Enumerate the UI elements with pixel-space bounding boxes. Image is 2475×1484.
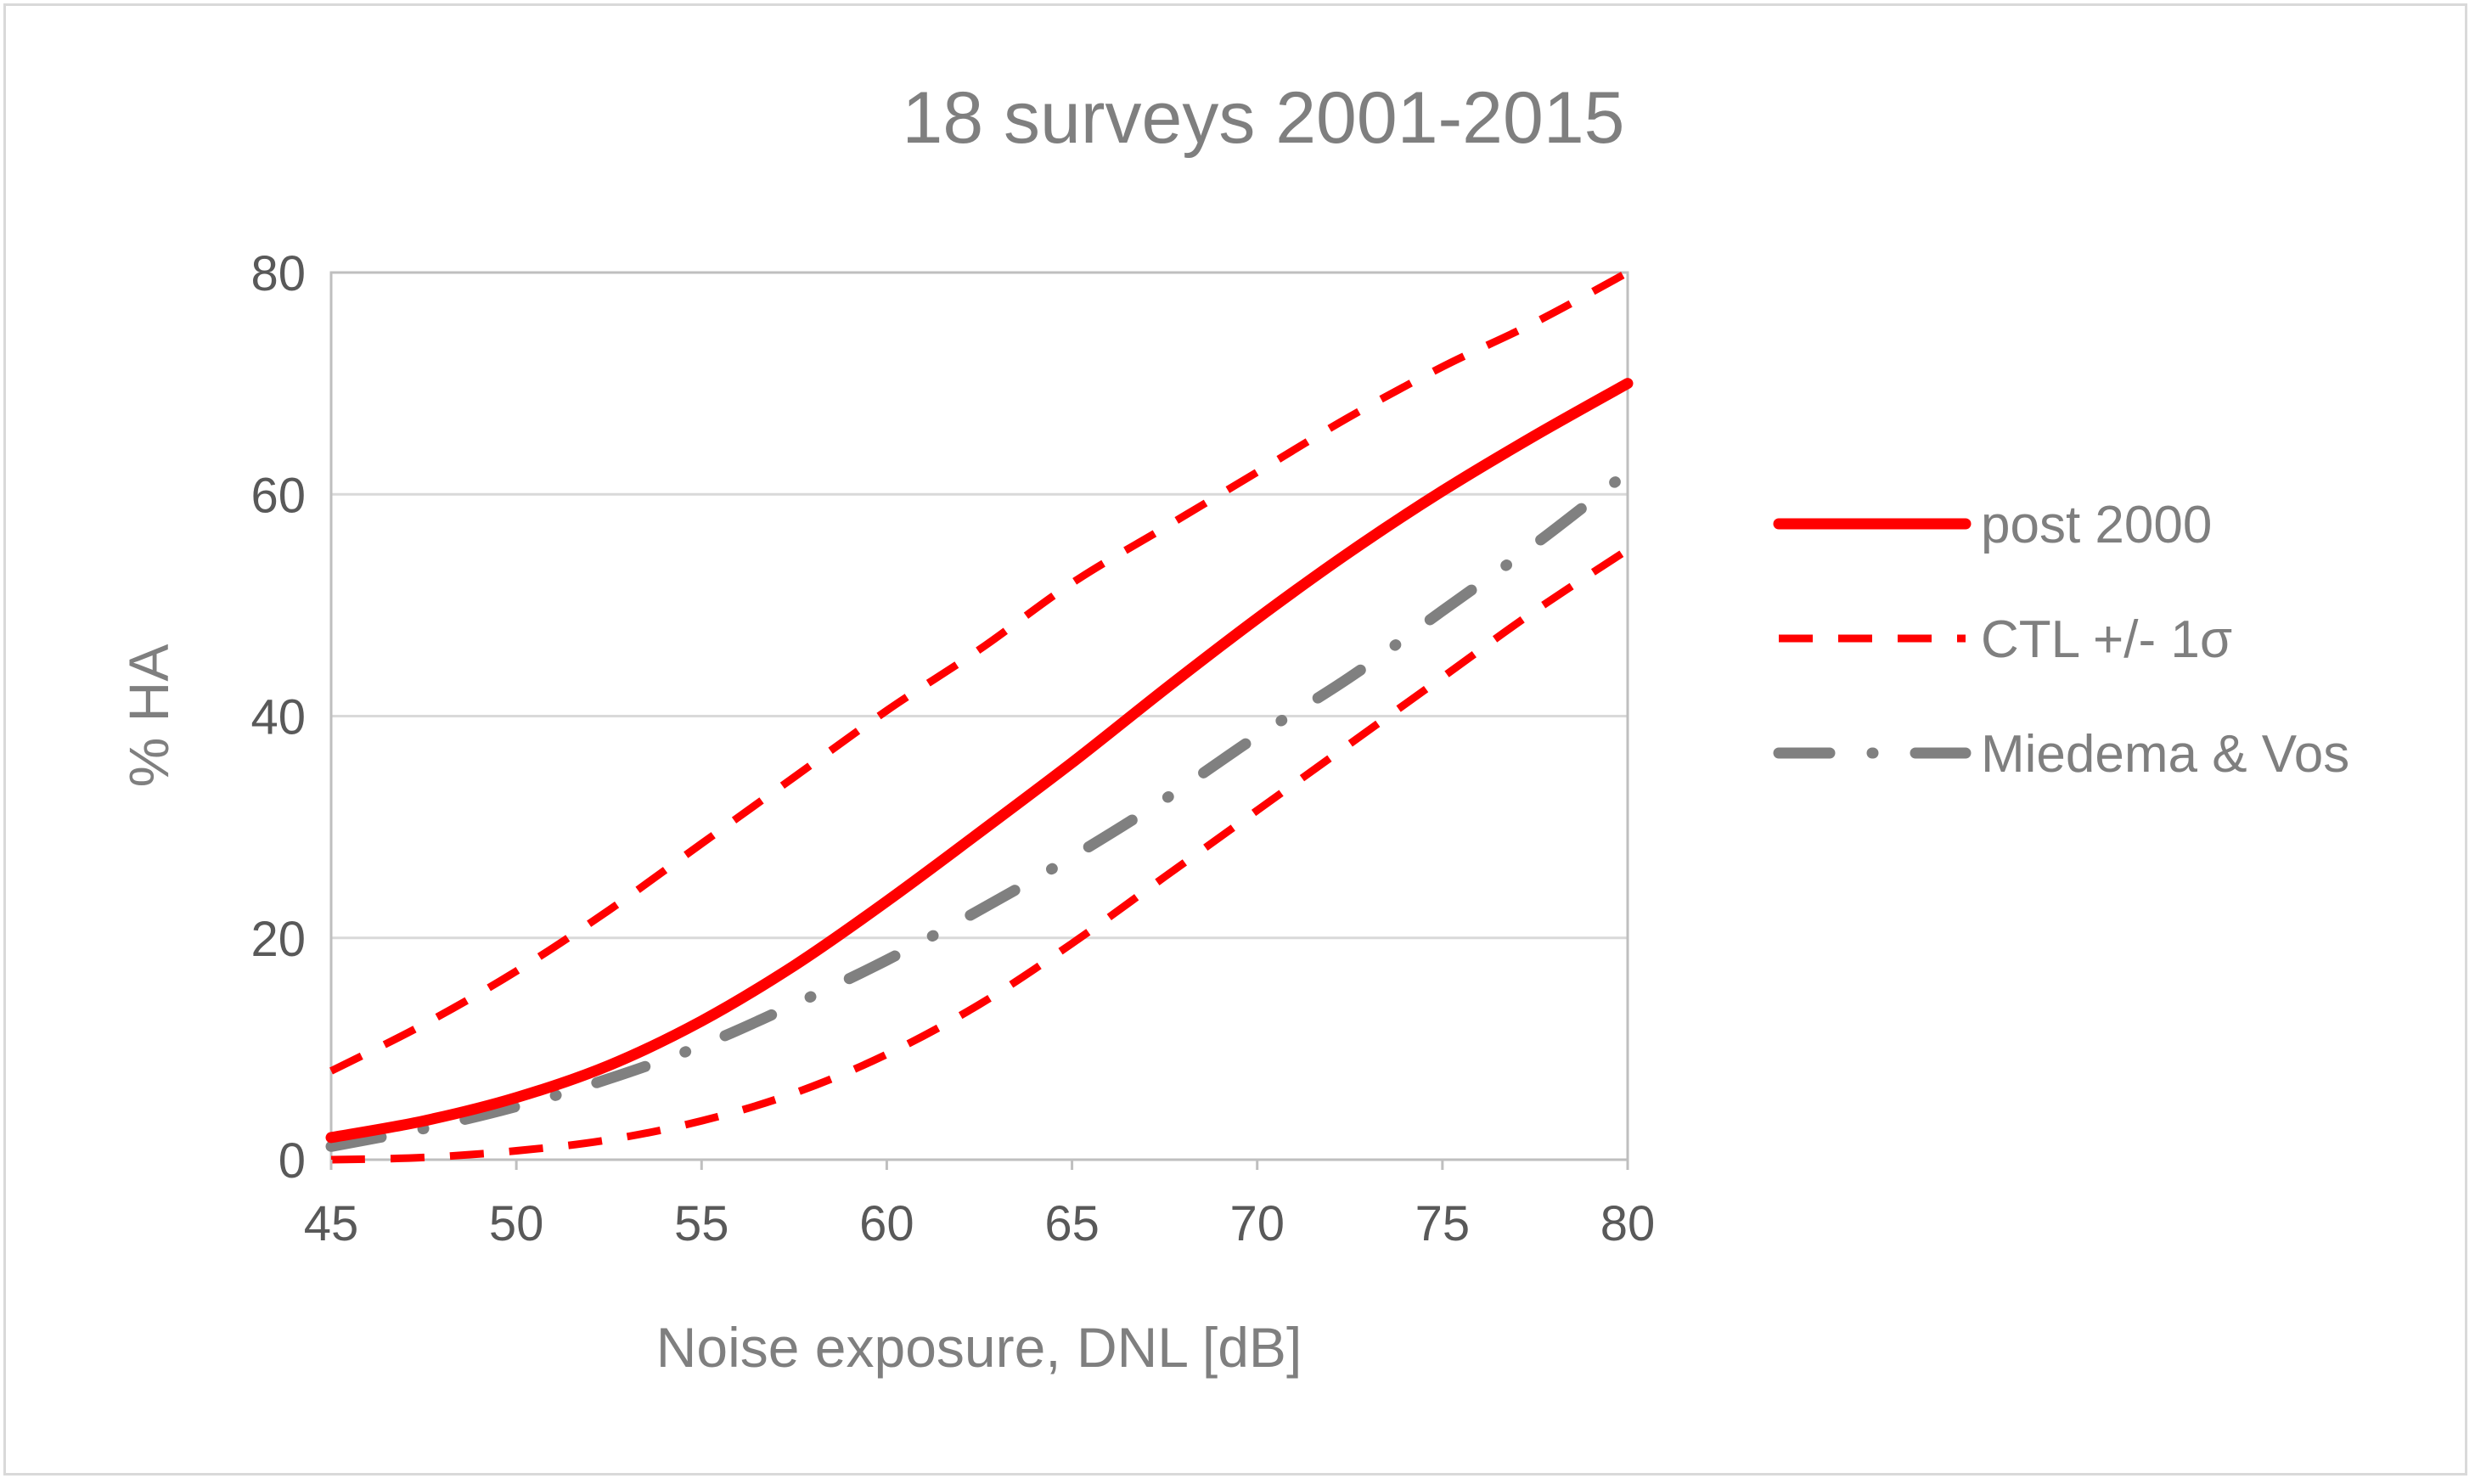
y-axis-label: % HA: [117, 644, 180, 788]
x-tick-label-6: 75: [1415, 1196, 1471, 1251]
y-tick-label-3: 60: [250, 468, 306, 523]
plot-area-border: [329, 271, 1629, 1161]
legend-label-1: CTL +/- 1σ: [1981, 610, 2232, 669]
y-tick-label-0: 0: [278, 1133, 306, 1189]
series-layer: [325, 269, 1634, 1164]
chart-title: 18 surveys 2001-2015: [902, 77, 1624, 159]
y-tick-label-1: 20: [250, 912, 306, 967]
y-tick-label-2: 40: [250, 690, 306, 745]
x-tick-label-7: 80: [1600, 1196, 1656, 1251]
series-line-1: [329, 269, 1630, 1075]
legend-label-3: Miedema & Vos: [1981, 725, 2349, 784]
x-tick-label-0: 45: [304, 1196, 359, 1251]
series-line-2: [330, 546, 1630, 1164]
legend: post 2000 CTL +/- 1σ Miedema & Vos: [1773, 496, 2349, 784]
x-tick-label-1: 50: [489, 1196, 544, 1251]
legend-label-0: post 2000: [1981, 496, 2212, 554]
x-tick-label-3: 60: [859, 1196, 914, 1251]
series-line-3: [325, 466, 1634, 1152]
gridlines: [331, 492, 1628, 940]
chart-frame: [3, 3, 2467, 1476]
x-axis-label: Noise exposure, DNL [dB]: [656, 1316, 1302, 1379]
y-tick-label-4: 80: [250, 246, 306, 301]
x-tick-label-2: 55: [674, 1196, 729, 1251]
series-line-0: [325, 378, 1634, 1144]
tick-labels: 45 50 55 60 65 70 75 80 0 20 40 60 80: [250, 246, 1655, 1251]
x-tick-label-4: 65: [1044, 1196, 1100, 1251]
x-tick-label-5: 70: [1229, 1196, 1285, 1251]
